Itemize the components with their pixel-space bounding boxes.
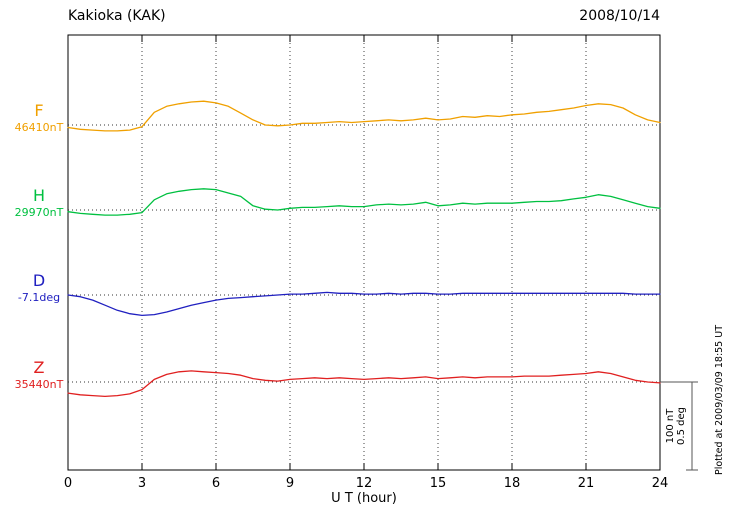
x-tick-label: 15 [430, 476, 447, 491]
trace-d [67, 291, 661, 317]
x-tick-label: 3 [138, 476, 146, 491]
trace-f [67, 100, 661, 132]
x-tick-label: 21 [578, 476, 595, 491]
series-baseline-z: 35440nT [14, 377, 64, 391]
station-title: Kakioka (KAK) [68, 8, 166, 24]
plotted-at-note: Plotted at 2009/03/09 18:55 UT [714, 325, 725, 475]
x-tick-label: 6 [212, 476, 220, 491]
series-label-d: D -7.1deg [8, 271, 70, 304]
x-tick-label: 12 [356, 476, 373, 491]
trace-h [67, 188, 661, 216]
trace-z [67, 370, 661, 398]
x-tick-label: 0 [64, 476, 72, 491]
scale-label-deg: 0.5 deg [676, 407, 687, 445]
series-letter-f: F [34, 101, 44, 120]
series-baseline-d: -7.1deg [17, 290, 61, 304]
x-tick-label: 24 [652, 476, 669, 491]
x-axis-label: U T (hour) [331, 491, 397, 506]
series-baseline-f: 46410nT [14, 120, 64, 134]
series-baseline-h: 29970nT [14, 205, 64, 219]
plot-frame [67, 34, 661, 471]
series-letter-d: D [32, 271, 46, 290]
series-letter-z: Z [33, 358, 45, 377]
series-label-f: F 46410nT [8, 101, 70, 134]
x-tick-label: 18 [504, 476, 521, 491]
series-letter-h: H [32, 186, 46, 205]
series-label-z: Z 35440nT [8, 358, 70, 391]
scale-label-nt: 100 nT [665, 408, 676, 444]
series-label-h: H 29970nT [8, 186, 70, 219]
date-label: 2008/10/14 [579, 8, 660, 24]
x-tick-label: 9 [286, 476, 294, 491]
